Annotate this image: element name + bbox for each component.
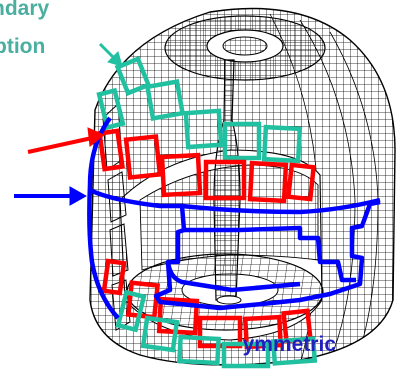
label-top-line1: ndary — [0, 0, 50, 20]
label-top-line2: ption — [0, 35, 46, 58]
arrow-red — [27, 127, 105, 154]
red-upper-row — [97, 128, 317, 204]
label-bottom: ymmetric — [242, 333, 336, 356]
arrow-teal — [98, 42, 123, 67]
blue-contour — [87, 116, 381, 320]
arrow-blue — [14, 186, 88, 206]
green-upper-row — [96, 55, 303, 164]
green-lower-row — [115, 289, 318, 369]
